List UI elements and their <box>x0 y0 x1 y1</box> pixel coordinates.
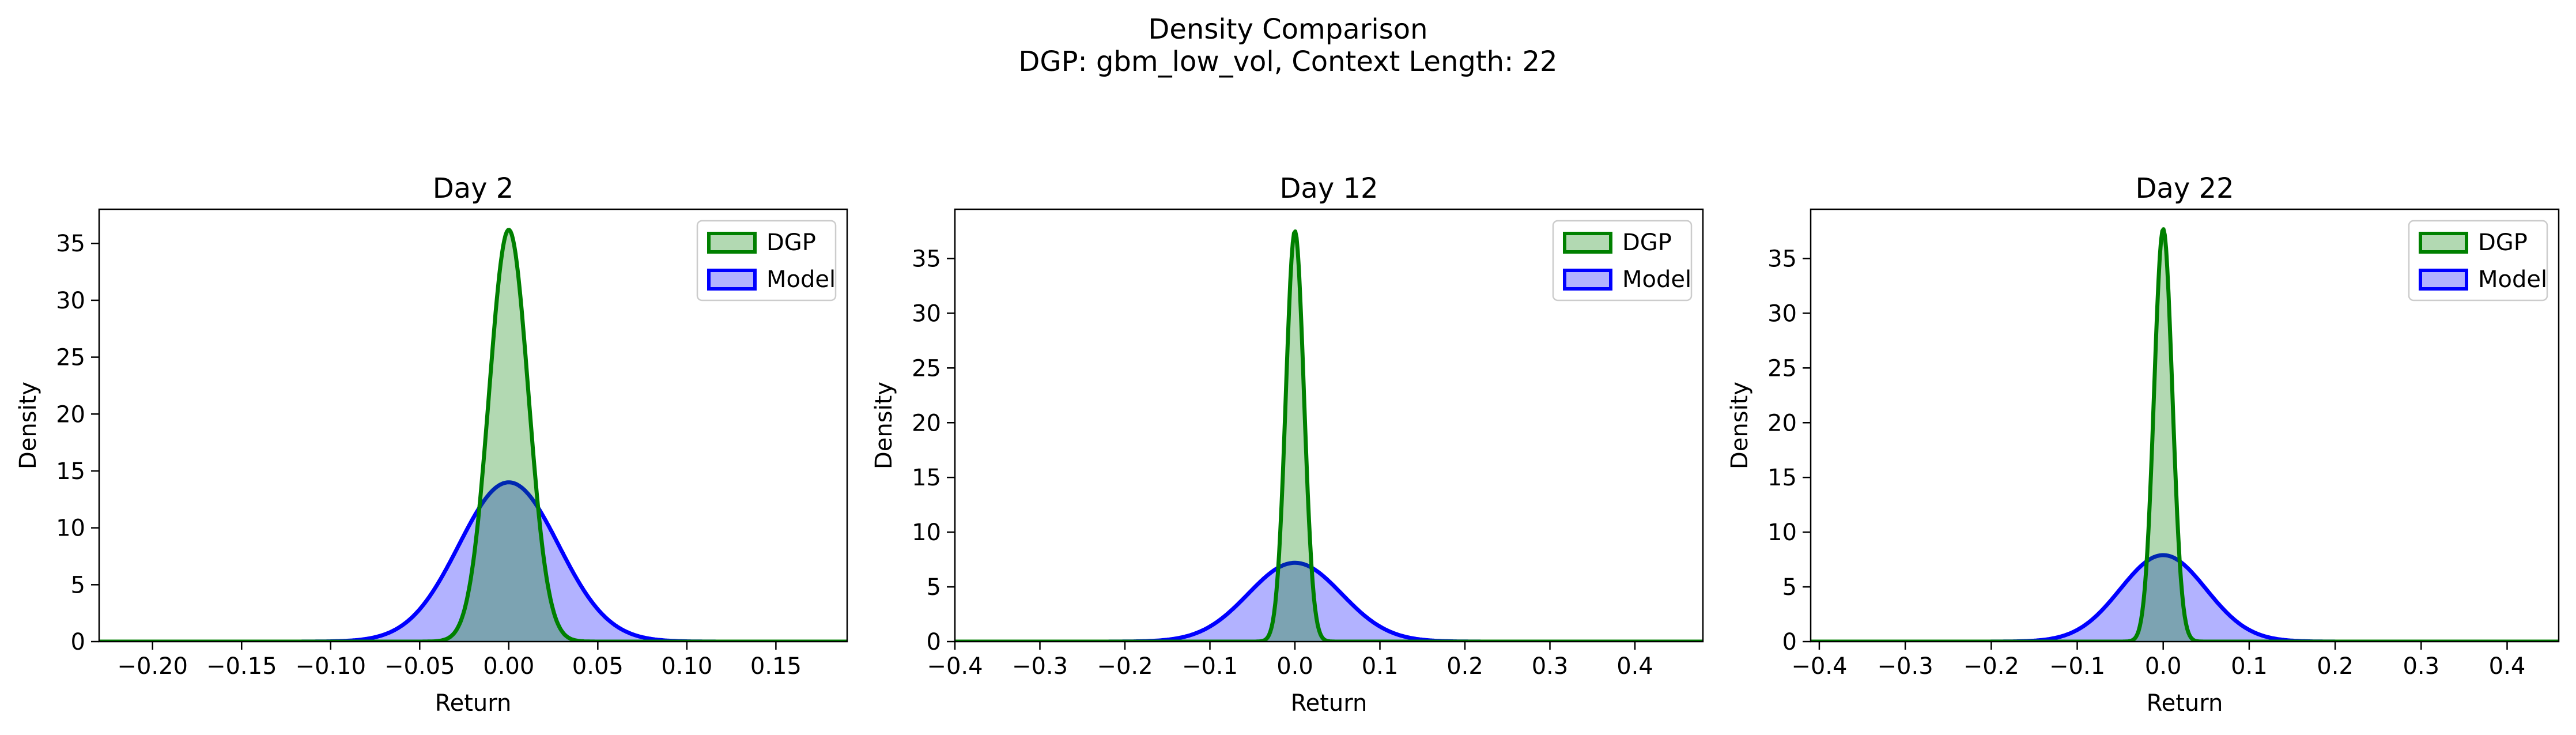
x-tick-label: 0.05 <box>572 653 624 680</box>
y-tick-label: 35 <box>912 246 941 272</box>
subplot-title: Day 22 <box>2135 172 2234 205</box>
x-tick-label: 0.15 <box>750 653 802 680</box>
y-tick-label: 30 <box>912 300 941 327</box>
y-tick-label: 35 <box>56 231 85 257</box>
x-tick-label: 0.0 <box>1276 653 1313 680</box>
subplot-title: Day 12 <box>1279 172 1378 205</box>
legend-box <box>1552 220 1693 301</box>
y-tick-label: 15 <box>1767 465 1797 491</box>
axes-frame <box>1810 208 2560 643</box>
dgp-legend-label: DGP <box>766 229 816 256</box>
model-legend-label: Model <box>2478 266 2547 293</box>
model-legend-label: Model <box>1622 266 1691 293</box>
y-tick-label: 5 <box>927 574 941 601</box>
dgp-legend-swatch <box>2419 232 2468 254</box>
dgp-legend-swatch <box>707 232 757 254</box>
x-tick-label: −0.3 <box>1012 653 1068 680</box>
dgp-density-line <box>1811 227 2559 642</box>
model-legend-label: Model <box>766 266 836 293</box>
x-tick-label: 0.4 <box>2489 653 2526 680</box>
x-tick-label: 0.1 <box>2231 653 2268 680</box>
x-tick-label: 0.3 <box>1532 653 1569 680</box>
dgp-legend-swatch <box>1563 232 1612 254</box>
y-tick-label: 25 <box>1767 355 1797 382</box>
x-tick-label: −0.10 <box>295 653 366 680</box>
y-axis-label: Density <box>15 382 41 469</box>
x-tick-label: 0.0 <box>2145 653 2182 680</box>
axes-frame <box>98 208 848 643</box>
x-tick-label: −0.3 <box>1878 653 1933 680</box>
axes-frame <box>954 208 1704 643</box>
model-legend-swatch <box>2419 269 2468 291</box>
y-tick-label: 10 <box>912 519 941 546</box>
plot-area <box>99 228 847 642</box>
dgp-density-line <box>99 228 847 642</box>
x-axis-label: Return <box>2147 690 2223 717</box>
x-axis-label: Return <box>435 690 512 717</box>
y-tick-label: 15 <box>56 458 85 485</box>
y-tick-label: 25 <box>56 345 85 371</box>
y-tick-label: 5 <box>1782 574 1797 601</box>
model-density-line <box>1811 553 2559 642</box>
x-tick-label: −0.2 <box>1097 653 1153 680</box>
x-axis-label: Return <box>1291 690 1368 717</box>
legend: DGP Model <box>696 220 837 301</box>
figure-subtitle: DGP: gbm_low_vol, Context Length: 22 <box>1018 46 1558 78</box>
x-tick-label: −0.1 <box>1182 653 1238 680</box>
y-tick-label: 20 <box>56 401 85 428</box>
x-tick-label: 0.00 <box>483 653 534 680</box>
y-tick-label: 20 <box>912 410 941 436</box>
model-density-fill <box>955 563 1703 642</box>
figure-title: Density Comparison <box>1148 13 1428 46</box>
subplot-2: −0.4 −0.3 −0.2 −0.1 0.0 0.1 0.2 0.3 0.4 0 5 10 15 20 2… <box>871 172 1704 717</box>
x-tick-label: −0.20 <box>117 653 188 680</box>
y-tick-label: 5 <box>71 572 85 598</box>
model-legend-swatch <box>1563 269 1612 291</box>
x-tick-label: −0.15 <box>206 653 277 680</box>
x-tick-label: 0.1 <box>1362 653 1399 680</box>
y-tick-label: 30 <box>56 288 85 314</box>
x-tick-label: 0.3 <box>2403 653 2439 680</box>
model-density-line <box>955 560 1703 642</box>
x-tick-label: 0.2 <box>1446 653 1483 680</box>
x-tick-label: 0.10 <box>661 653 712 680</box>
model-density-line <box>99 480 847 642</box>
y-tick-label: 15 <box>912 465 941 491</box>
dgp-legend-label: DGP <box>2478 229 2528 256</box>
y-tick-label: 0 <box>1782 629 1797 655</box>
y-tick-label: 0 <box>927 629 941 655</box>
subplot-1: −0.20 −0.15 −0.10 −0.05 0.00 0.05 0.10 0.15 0 5 10… <box>15 172 848 717</box>
y-tick-label: 25 <box>912 355 941 382</box>
x-tick-label: −0.2 <box>1963 653 2019 680</box>
x-tick-label: 0.2 <box>2317 653 2354 680</box>
x-tick-label: −0.4 <box>927 653 983 680</box>
legend-box <box>2408 220 2548 301</box>
y-tick-label: 10 <box>56 515 85 542</box>
y-tick-label: 35 <box>1767 246 1797 272</box>
y-axis-label: Density <box>1727 382 1753 469</box>
y-tick-label: 10 <box>1767 519 1797 546</box>
dgp-legend-label: DGP <box>1622 229 1672 256</box>
plot-area <box>1811 227 2559 642</box>
y-tick-label: 30 <box>1767 300 1797 327</box>
x-tick-label: −0.1 <box>2049 653 2105 680</box>
model-legend-swatch <box>707 269 757 291</box>
y-tick-label: 0 <box>71 629 85 655</box>
model-density-fill <box>1811 555 2559 642</box>
legend: DGP Model <box>2408 220 2548 301</box>
subplot-3: −0.4 −0.3 −0.2 −0.1 0.0 0.1 0.2 0.3 0.4 0 5 10 15 20 2… <box>1727 172 2560 717</box>
x-tick-label: −0.05 <box>384 653 455 680</box>
y-tick-label: 20 <box>1767 410 1797 436</box>
legend-box <box>696 220 837 301</box>
x-tick-label: −0.4 <box>1791 653 1847 680</box>
subplot-title: Day 2 <box>433 172 514 205</box>
y-axis-label: Density <box>871 382 897 469</box>
legend: DGP Model <box>1552 220 1693 301</box>
x-tick-label: 0.4 <box>1616 653 1653 680</box>
